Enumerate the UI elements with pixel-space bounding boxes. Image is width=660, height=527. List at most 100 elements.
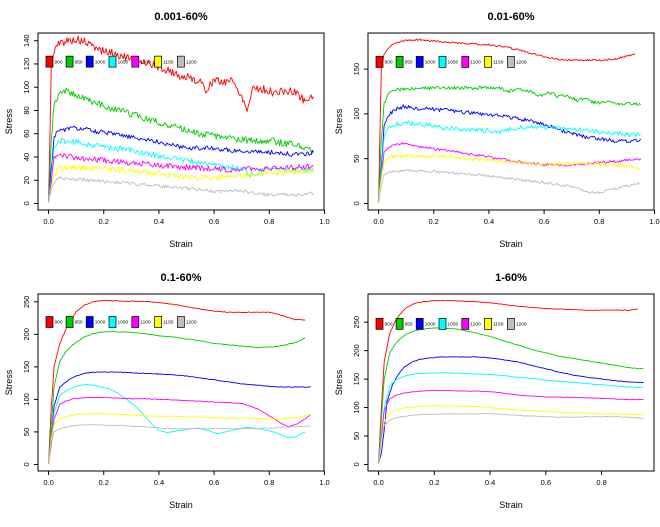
series-line-950 [378, 85, 642, 203]
legend-label: 900 [55, 59, 63, 65]
legend-swatch-900 [375, 318, 384, 330]
x-tick-label: 0.4 [484, 217, 494, 226]
x-tick-label: 0.0 [373, 478, 383, 487]
x-tick-label: 0.2 [99, 478, 109, 487]
series-line-900 [48, 299, 306, 464]
x-tick-label: 0.6 [209, 478, 219, 487]
legend-swatch-1100 [461, 318, 470, 330]
x-tick-label: 1.0 [319, 478, 329, 487]
legend-swatch-1050 [108, 55, 117, 68]
x-tick-label: 0.4 [154, 217, 164, 226]
plot-box [37, 293, 325, 472]
y-tick-label: 250 [352, 316, 361, 329]
legend-swatch-1000 [85, 55, 94, 68]
legend-label: 900 [55, 320, 63, 326]
x-tick-label: 0.0 [373, 217, 383, 226]
legend-label: 1100 [470, 60, 481, 66]
legend-swatch-1000 [85, 316, 94, 328]
legend-label: 1200 [516, 322, 527, 328]
x-tick-label: 0.0 [43, 217, 53, 226]
legend-swatch-950 [65, 55, 74, 68]
legend-swatch-1100 [131, 55, 140, 68]
legend-label: 1200 [516, 60, 527, 66]
series-line-1100 [48, 153, 314, 203]
y-tick-label: 0 [352, 201, 361, 205]
chart-title: 0.01-60% [487, 11, 534, 23]
series-line-1050 [378, 372, 644, 464]
series-line-950 [48, 87, 314, 203]
series-line-1200 [378, 168, 641, 203]
legend-swatch-950 [395, 56, 404, 68]
legend-label: 1000 [425, 322, 436, 328]
x-tick-label: 1.0 [649, 217, 659, 226]
legend-swatch-1050 [438, 318, 447, 330]
series-line-900 [48, 35, 314, 202]
x-tick-label: 0.0 [43, 478, 53, 487]
series-line-1000 [378, 104, 642, 203]
panel-0.1-60: 0.1-60% 0.0 0.2 0.4 0.6 0.8 1.0 0 50 100 150 200 250… [0, 261, 330, 523]
series-line-950 [48, 331, 306, 464]
legend-swatch-900 [45, 316, 54, 328]
legend-swatch-1000 [415, 56, 424, 68]
legend-swatch-950 [65, 316, 74, 328]
series-line-1200 [48, 424, 311, 464]
legend-swatch-950 [395, 318, 404, 330]
panel-0.001-60: 0.001-60% 0.0 0.2 0.4 0.6 0.8 1.0 0 20 40 60 80 100 1… [0, 0, 330, 261]
chart-svg: 0.01-60% 0.0 0.2 0.4 0.6 0.8 1.0 0 50 100 150 Strai… [334, 11, 660, 249]
y-tick-label: 80 [22, 106, 31, 114]
series-line-1050 [378, 120, 641, 203]
series-line-1100 [378, 389, 644, 464]
y-tick-label: 40 [22, 153, 31, 161]
y-tick-label: 0 [22, 201, 31, 205]
x-axis-label: Strain [169, 500, 193, 510]
y-tick-label: 150 [352, 63, 361, 76]
legend-label: 1200 [186, 59, 197, 65]
legend-swatch-900 [375, 56, 384, 68]
x-tick-label: 0.8 [264, 478, 274, 487]
legend-label: 1150 [493, 60, 504, 66]
x-tick-label: 0.6 [541, 478, 551, 487]
x-tick-label: 0.8 [594, 217, 604, 226]
y-tick-label: 140 [22, 34, 31, 47]
legend-label: 1050 [118, 59, 129, 65]
legend-swatch-1100 [461, 56, 470, 68]
series-line-900 [378, 38, 636, 202]
y-tick-label: 150 [352, 373, 361, 386]
legend-label: 1000 [95, 59, 106, 65]
legend-swatch-1150 [484, 318, 492, 330]
y-axis-label: Stress [4, 108, 14, 134]
series-line-1050 [48, 383, 306, 464]
y-tick-label: 100 [352, 108, 361, 121]
legend-label: 900 [385, 322, 393, 328]
y-tick-label: 200 [352, 344, 361, 357]
legend-label: 1000 [95, 320, 106, 326]
y-tick-label: 50 [22, 428, 31, 436]
series-line-1100 [378, 142, 642, 203]
x-tick-label: 0.6 [539, 217, 549, 226]
y-tick-label: 120 [22, 58, 31, 71]
series-line-1000 [48, 371, 311, 464]
series-line-1200 [48, 176, 314, 203]
legend-label: 1150 [163, 59, 174, 65]
chart-svg: 0.1-60% 0.0 0.2 0.4 0.6 0.8 1.0 0 50 100 150 200 250… [4, 272, 330, 510]
x-tick-label: 0.2 [429, 478, 439, 487]
y-axis-label: Stress [334, 108, 344, 134]
legend-swatch-1050 [438, 56, 447, 68]
x-tick-label: 0.2 [429, 217, 439, 226]
plot-box [367, 32, 655, 211]
legend-swatch-1200 [507, 318, 515, 330]
legend-swatch-1050 [108, 316, 117, 328]
legend-swatch-1150 [484, 56, 492, 68]
legend-swatch-1150 [154, 316, 162, 328]
series-line-1200 [378, 413, 644, 464]
chart-svg: 1-60% 0.0 0.2 0.4 0.6 0.8 0 50 100 150 200 250 Strai… [334, 272, 655, 510]
legend-swatch-1200 [177, 55, 185, 68]
chart-title: 0.1-60% [161, 272, 202, 284]
plot-box [367, 293, 655, 472]
x-tick-label: 0.2 [99, 217, 109, 226]
series-line-1100 [48, 396, 312, 464]
x-tick-label: 0.4 [485, 478, 495, 487]
x-tick-label: 0.6 [209, 217, 219, 226]
legend-label: 1100 [140, 59, 151, 65]
